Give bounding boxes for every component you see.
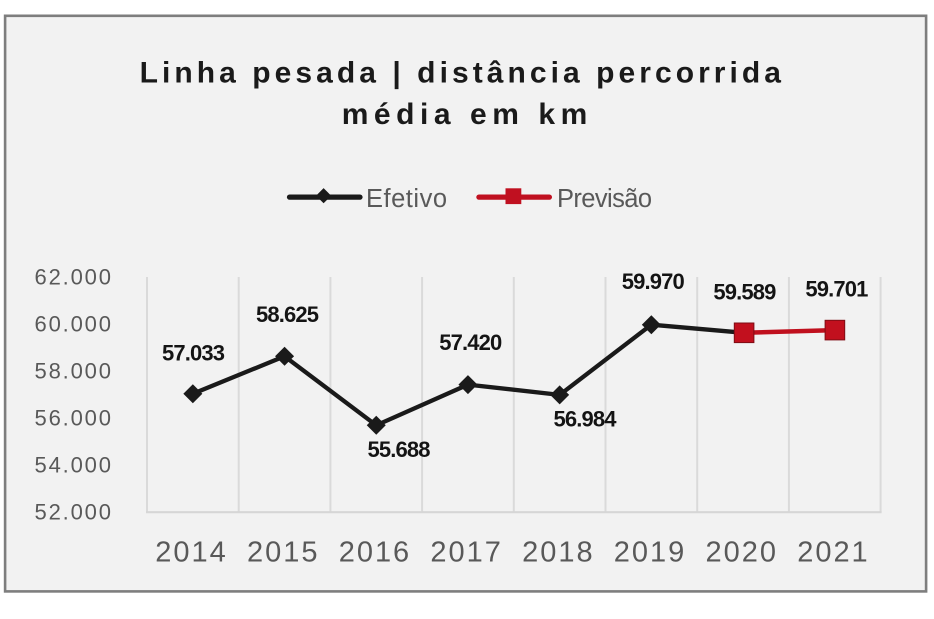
svg-text:2014: 2014 [155,536,226,568]
svg-text:57.033: 57.033 [162,340,225,365]
svg-text:60.000: 60.000 [35,312,112,337]
svg-text:52.000: 52.000 [35,500,112,525]
svg-text:2017: 2017 [430,536,501,568]
svg-text:2019: 2019 [614,536,685,568]
svg-text:57.420: 57.420 [439,330,502,355]
svg-text:62.000: 62.000 [35,265,112,290]
svg-text:Previsão: Previsão [557,185,652,213]
svg-text:2018: 2018 [522,536,593,568]
svg-text:56.984: 56.984 [554,406,618,431]
svg-text:Efetivo: Efetivo [366,185,447,213]
svg-text:59.589: 59.589 [713,279,776,304]
svg-text:58.625: 58.625 [256,302,319,327]
svg-text:58.000: 58.000 [35,359,112,384]
svg-text:2015: 2015 [247,536,318,568]
svg-text:59.701: 59.701 [805,277,868,302]
svg-text:56.000: 56.000 [35,406,112,431]
svg-text:55.688: 55.688 [368,437,431,462]
svg-text:54.000: 54.000 [35,453,112,478]
svg-text:2020: 2020 [706,536,777,568]
svg-text:59.970: 59.970 [622,269,685,294]
